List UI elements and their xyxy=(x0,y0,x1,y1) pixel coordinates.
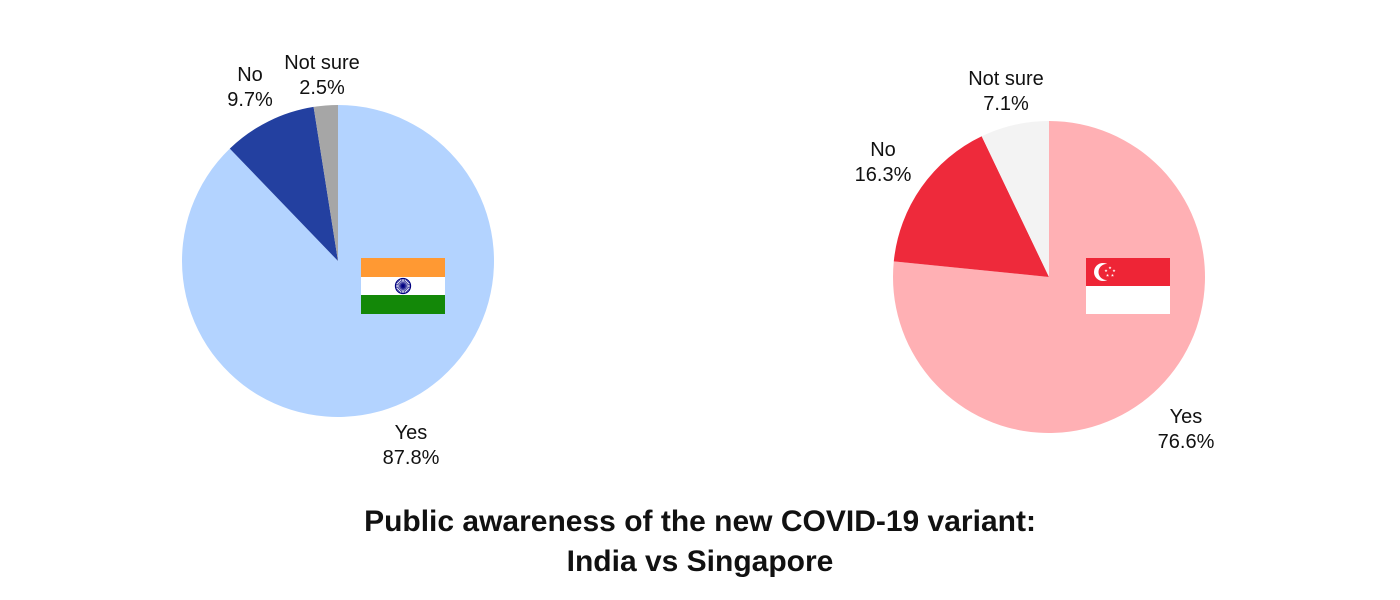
singapore-flag-white-band xyxy=(1086,286,1170,314)
singapore-label-not-sure: Not sure xyxy=(968,68,1044,90)
singapore-slice-no xyxy=(893,136,1049,277)
star-icon xyxy=(1106,273,1110,277)
india-flag xyxy=(361,258,445,314)
chakra-spoke xyxy=(400,279,404,287)
india-flag-green-band xyxy=(361,295,445,314)
chakra-spoke xyxy=(402,285,406,293)
india-value-no: 9.7% xyxy=(227,89,273,111)
chakra-spoke xyxy=(402,285,409,292)
india-pie-chart: Not sure 2.5% No 9.7% Yes 87.8% xyxy=(181,52,494,469)
singapore-value-no: 16.3% xyxy=(855,164,912,186)
stars-icon xyxy=(1104,266,1116,277)
chakra-spoke xyxy=(402,279,407,287)
india-label-yes: Yes xyxy=(395,422,428,444)
singapore-flag xyxy=(1086,258,1170,314)
chakra-spoke xyxy=(402,285,410,290)
chakra-spoke xyxy=(402,280,409,287)
chakra-spoke xyxy=(396,285,404,289)
singapore-pie-slices xyxy=(893,121,1206,434)
chakra-spoke xyxy=(399,279,404,287)
star-icon xyxy=(1112,269,1116,272)
india-flag-saffron-band xyxy=(361,258,445,277)
chakra-spoke xyxy=(402,285,410,289)
singapore-slice-not-sure xyxy=(981,121,1049,277)
singapore-value-yes: 76.6% xyxy=(1158,431,1215,453)
chakra-spoke xyxy=(397,285,404,292)
star-icon xyxy=(1110,273,1114,277)
india-slice-yes xyxy=(181,105,494,417)
chakra-spoke xyxy=(402,285,407,293)
india-value-yes: 87.8% xyxy=(383,447,440,469)
india-slice-no xyxy=(229,106,338,261)
star-icon xyxy=(1104,269,1108,272)
chakra-spoke xyxy=(399,285,404,293)
crescent-icon xyxy=(1094,263,1115,281)
chart-title-line-2: India vs Singapore xyxy=(567,545,834,578)
india-value-not-sure: 2.5% xyxy=(299,77,345,99)
chakra-spoke xyxy=(397,280,404,287)
india-pie-slices xyxy=(181,105,494,417)
ashoka-chakra-icon xyxy=(394,277,412,295)
india-slice-not-sure xyxy=(313,105,338,261)
chakra-spoke xyxy=(402,283,410,287)
chakra-spoke xyxy=(396,282,404,287)
india-label-no: No xyxy=(237,64,263,86)
singapore-pie-chart: Not sure 7.1% No 16.3% Yes 76.6% xyxy=(855,68,1215,453)
singapore-label-yes: Yes xyxy=(1170,406,1203,428)
chakra-spoke xyxy=(402,282,410,287)
chakra-spoke xyxy=(402,279,406,287)
star-icon xyxy=(1108,266,1112,270)
singapore-value-not-sure: 7.1% xyxy=(983,93,1029,115)
india-label-not-sure: Not sure xyxy=(284,52,360,74)
chart-title-line-1: Public awareness of the new COVID-19 var… xyxy=(364,505,1036,538)
chakra-spoke xyxy=(396,285,404,290)
chakra-spoke xyxy=(396,283,404,287)
chakra-spoke xyxy=(400,285,404,293)
singapore-slice-yes xyxy=(893,121,1206,434)
singapore-label-no: No xyxy=(870,139,896,161)
